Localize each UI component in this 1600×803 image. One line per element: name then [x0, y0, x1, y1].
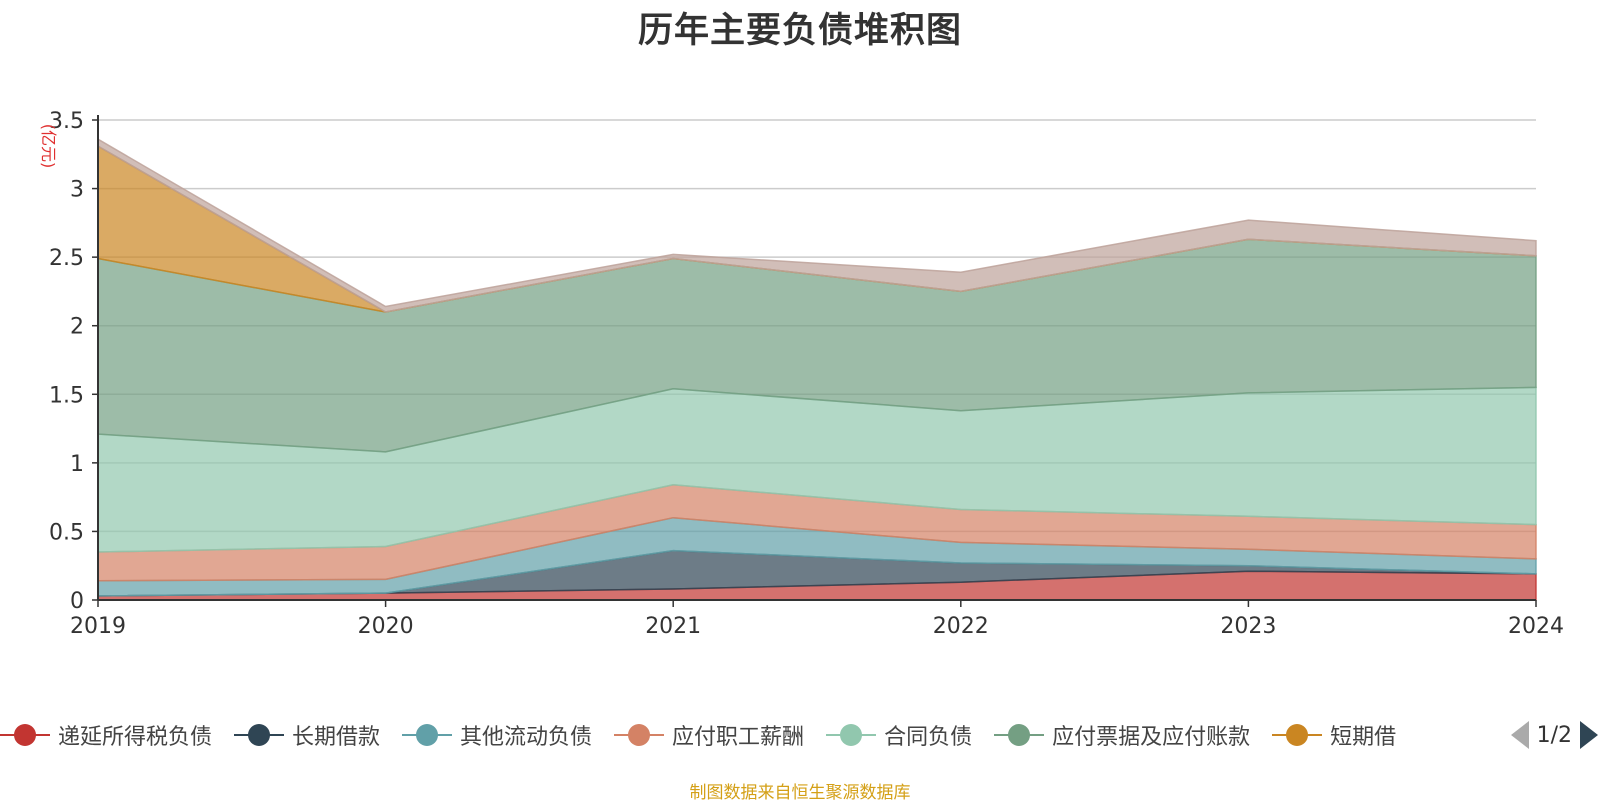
y-tick-label: 0.5 — [49, 520, 84, 545]
legend-label: 其他流动负债 — [460, 725, 593, 750]
legend-next-arrow-icon[interactable] — [1580, 721, 1598, 749]
y-tick-label: 1.5 — [49, 383, 84, 408]
legend-marker-icon — [234, 723, 285, 747]
legend-item[interactable]: 长期借款 — [234, 719, 380, 751]
legend-item[interactable]: 应付职工薪酬 — [614, 719, 804, 751]
legend-item[interactable]: 合同负债 — [826, 719, 972, 751]
legend-label: 合同负债 — [884, 725, 973, 750]
legend: 递延所得税负债 长期借款 其他流动负债 应付职工薪酬 合同负债 应付票据及应付账款 短期借 — [0, 715, 1600, 755]
legend-marker-icon — [0, 723, 50, 747]
legend-item[interactable]: 其他流动负债 — [402, 719, 592, 751]
x-tick-label: 2022 — [933, 614, 989, 639]
legend-item[interactable]: 应付票据及应付账款 — [994, 719, 1250, 751]
legend-label: 递延所得税负债 — [58, 725, 213, 750]
stacked-area-chart: 0 0.5 1 1.5 2 2.5 3 3.5(亿元) 2019 2020 2021 2022 2023… — [39, 109, 1564, 639]
chart-title: 历年主要负债堆积图 — [637, 11, 962, 51]
legend-prev-arrow-icon[interactable] — [1510, 721, 1529, 749]
legend-label: 长期借款 — [292, 725, 381, 750]
y-tick-label: 3 — [70, 178, 84, 203]
legend-marker-icon — [614, 723, 665, 747]
legend-page-indicator: 1/2 — [1536, 722, 1572, 748]
y-axis-unit: (亿元) — [39, 124, 58, 169]
data-source-note: 制图数据来自恒生聚源数据库 — [689, 783, 911, 803]
legend-item[interactable]: 递延所得税负债 — [0, 719, 212, 751]
x-tick-label: 2021 — [645, 614, 701, 639]
y-tick-label: 1 — [70, 452, 84, 477]
legend-label: 应付职工薪酬 — [672, 725, 805, 750]
legend-pager: 1/2 — [1470, 715, 1600, 755]
area-series-7 — [97, 137, 1537, 313]
legend-marker-icon — [826, 723, 877, 747]
y-tick-label: 2 — [70, 315, 84, 340]
legend-marker-icon — [994, 723, 1045, 747]
legend-marker-icon — [1272, 723, 1323, 747]
legend-label: 应付票据及应付账款 — [1052, 725, 1251, 750]
x-tick-label: 2024 — [1508, 614, 1564, 639]
x-tick-label: 2023 — [1220, 614, 1276, 639]
y-tick-label: 2.5 — [49, 246, 84, 271]
y-tick-label: 3.5 — [49, 109, 84, 134]
x-tick-label: 2020 — [358, 614, 414, 639]
x-tick-label: 2019 — [70, 614, 126, 639]
legend-marker-icon — [402, 723, 453, 747]
legend-item[interactable]: 短期借 — [1272, 719, 1396, 751]
y-tick-label: 0 — [70, 589, 84, 614]
legend-label: 短期借 — [1330, 725, 1397, 750]
